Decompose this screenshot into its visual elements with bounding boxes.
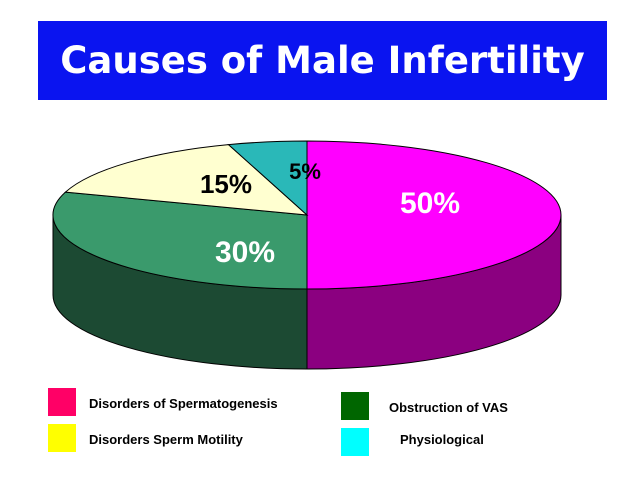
slice-label-motility: 15% (200, 169, 252, 199)
pie-slice-physiological (227, 140, 308, 217)
pie-slice-motility (64, 144, 309, 216)
pie-slice-obstruction (52, 191, 308, 290)
slice-label-obstruction: 30% (215, 236, 275, 269)
pie-slice-spermatogenesis (306, 140, 562, 290)
slice-label-physiological: 5% (289, 159, 321, 184)
slice-label-spermatogenesis: 50% (400, 187, 460, 220)
chart-title: Causes of Male Infertility (60, 39, 585, 82)
title-banner: Causes of Male Infertility (38, 21, 607, 100)
